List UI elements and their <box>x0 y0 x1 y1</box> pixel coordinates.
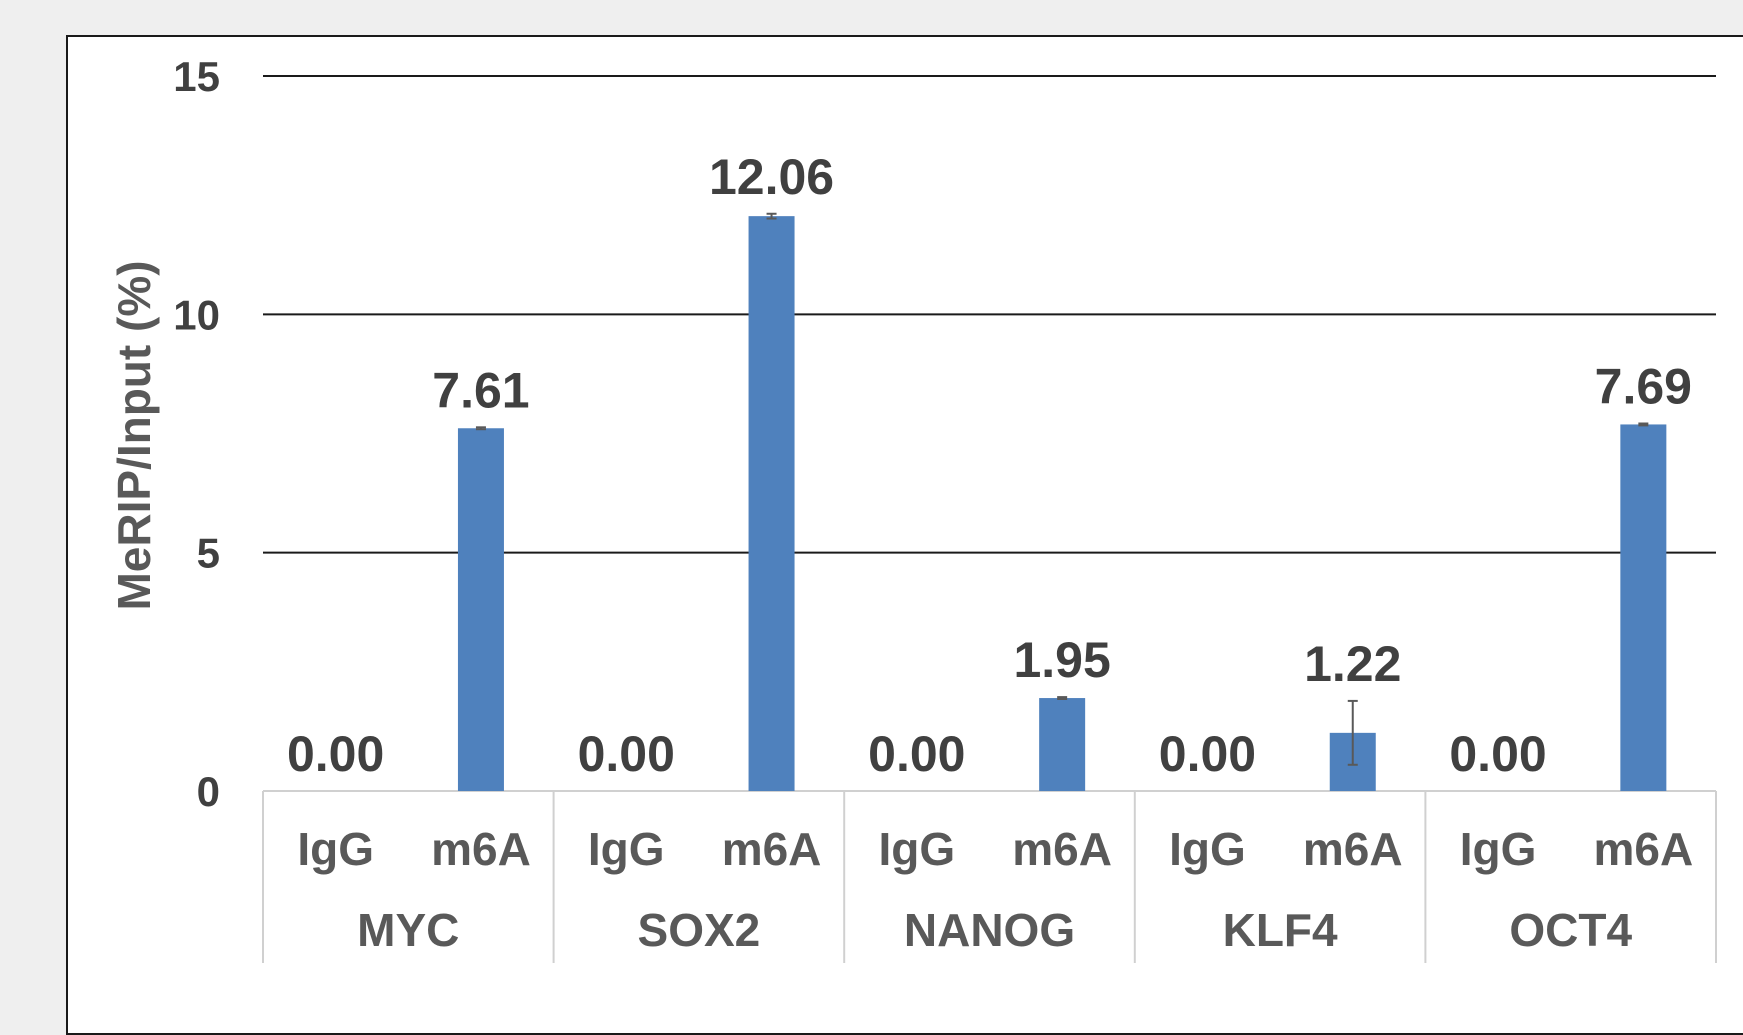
group-label: NANOG <box>904 904 1075 956</box>
data-label: 7.61 <box>432 362 529 418</box>
category-label: IgG <box>588 823 665 875</box>
group-label: OCT4 <box>1509 904 1632 956</box>
data-label: 12.06 <box>709 149 834 205</box>
data-label: 0.00 <box>578 726 675 782</box>
data-label: 7.69 <box>1595 358 1692 414</box>
group-label: SOX2 <box>638 904 761 956</box>
y-axis-title: MeRIP/Input (%) <box>108 260 160 610</box>
data-label: 0.00 <box>1159 726 1256 782</box>
category-label: m6A <box>1303 823 1403 875</box>
category-label: IgG <box>1460 823 1537 875</box>
y-tick-label: 0 <box>197 768 220 815</box>
data-label: 1.22 <box>1304 636 1401 692</box>
y-tick-label: 5 <box>197 530 220 577</box>
data-label: 0.00 <box>287 726 384 782</box>
category-label: m6A <box>1593 823 1693 875</box>
y-tick-label: 15 <box>173 53 220 100</box>
gridlines <box>263 75 1716 554</box>
category-label: IgG <box>297 823 374 875</box>
category-label: m6A <box>1012 823 1112 875</box>
group-label: MYC <box>357 904 459 956</box>
category-label: m6A <box>722 823 822 875</box>
bar-chart: 0 5 10 15 0.00 IgG 7.61 m6A MYC 0.00 IgG 12.06 m6A SO… <box>108 53 1717 963</box>
category-label: IgG <box>1169 823 1246 875</box>
chart-panel <box>66 35 1743 1035</box>
bar <box>1039 698 1086 791</box>
bars <box>457 212 1667 791</box>
data-label: 0.00 <box>1449 726 1546 782</box>
group-label: KLF4 <box>1223 904 1338 956</box>
category-label: m6A <box>431 823 531 875</box>
bar <box>1620 424 1667 791</box>
y-tick-label: 10 <box>173 291 220 338</box>
labels: 0 5 10 15 0.00 IgG 7.61 m6A MYC 0.00 IgG 12.06 m6A SO… <box>173 53 1693 956</box>
category-label: IgG <box>879 823 956 875</box>
data-label: 0.00 <box>868 726 965 782</box>
axes <box>262 790 1717 963</box>
data-label: 1.95 <box>1013 632 1110 688</box>
bar <box>457 428 504 791</box>
bar <box>748 216 795 791</box>
